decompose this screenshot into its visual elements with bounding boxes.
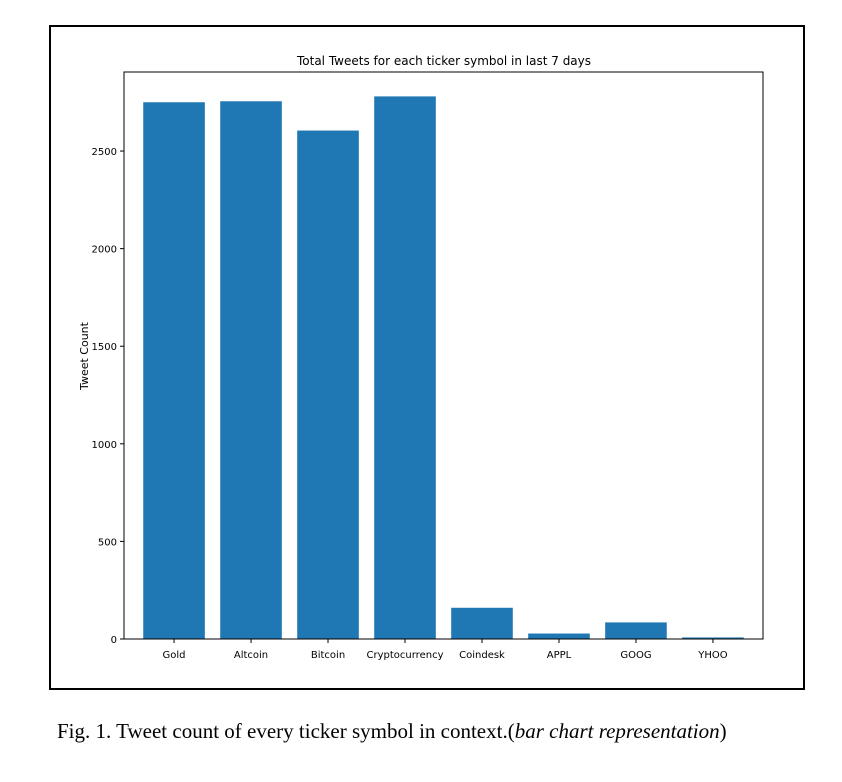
x-tick-label: YHOO — [697, 650, 727, 661]
bars-group — [143, 96, 744, 640]
y-tick-label: 1500 — [92, 342, 117, 353]
bar-bitcoin — [297, 130, 359, 640]
x-tick-label: Altcoin — [234, 650, 268, 661]
x-tick-label: Cryptocurrency — [367, 650, 444, 661]
y-tick-label: 1000 — [92, 440, 117, 451]
bar-goog — [605, 622, 667, 639]
y-ticks-group: 0 500 1000 1500 2000 2500 — [92, 147, 124, 646]
y-tick-label: 2000 — [92, 245, 117, 256]
caption-text: Tweet count of every ticker symbol in co… — [116, 719, 515, 743]
y-tick-label: 500 — [98, 537, 117, 548]
bar-cryptocurrency — [374, 96, 436, 639]
bar-yhoo — [682, 637, 744, 639]
caption-suffix: ) — [719, 719, 727, 743]
y-tick-label: 0 — [111, 635, 117, 646]
x-tick-label: Bitcoin — [311, 650, 345, 661]
caption-prefix: Fig. 1. — [57, 719, 112, 743]
y-tick-label: 2500 — [92, 147, 117, 158]
chart-title: Total Tweets for each ticker symbol in l… — [296, 54, 591, 68]
bar-chart: Total Tweets for each ticker symbol in l… — [78, 54, 764, 661]
x-ticks-group: Gold Altcoin Bitcoin Cryptocurrency Coindesk… — [163, 639, 728, 661]
x-tick-label: APPL — [547, 650, 572, 661]
bar-altcoin — [220, 101, 282, 639]
bar-coindesk — [451, 607, 513, 639]
x-tick-label: GOOG — [620, 650, 651, 661]
y-axis-label: Tweet Count — [78, 321, 91, 391]
x-tick-label: Gold — [163, 650, 186, 661]
figure-caption: Fig. 1. Tweet count of every ticker symb… — [57, 717, 814, 745]
bar-gold — [143, 102, 205, 639]
x-tick-label: Coindesk — [459, 650, 505, 661]
caption-italic: bar chart representation — [514, 719, 720, 743]
plot-area-border — [123, 71, 764, 640]
bar-appl — [528, 633, 590, 639]
